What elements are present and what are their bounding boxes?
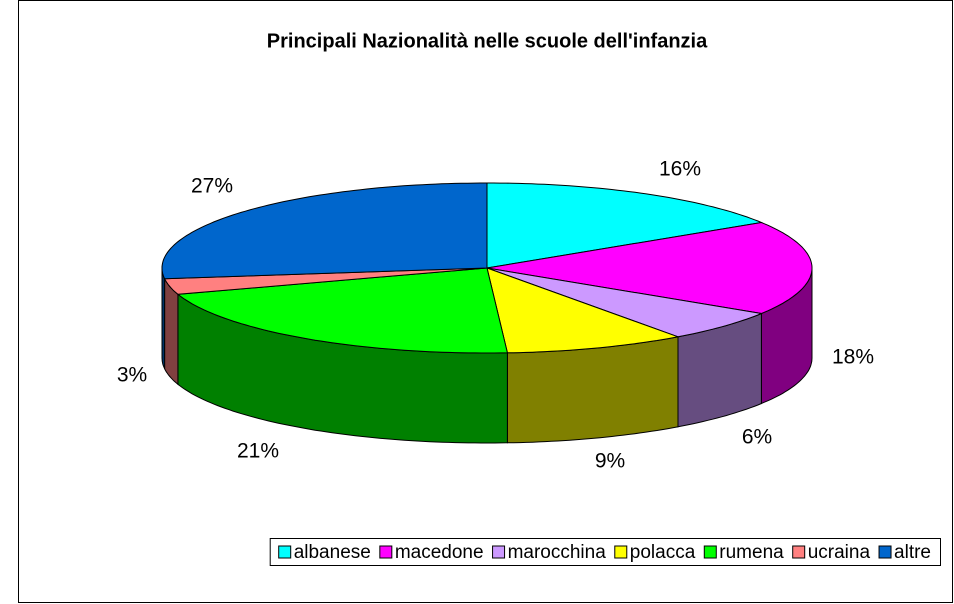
pie-tops xyxy=(161,182,813,354)
data-label: 27% xyxy=(191,175,233,198)
legend-label: albanese xyxy=(294,542,371,563)
legend-label: altre xyxy=(894,542,931,563)
legend-label: polacca xyxy=(630,542,696,563)
legend-swatch xyxy=(278,545,292,559)
pie-sides xyxy=(161,267,813,444)
data-label: 21% xyxy=(237,440,279,463)
data-label: 18% xyxy=(832,346,874,369)
legend-label: marocchina xyxy=(508,542,607,563)
pie-slice xyxy=(161,182,488,280)
legend: albanese macedone marocchina polacca rumena u… xyxy=(269,538,941,566)
legend-swatch xyxy=(379,545,393,559)
pie-side xyxy=(161,267,166,369)
pie-side xyxy=(164,278,179,386)
pie-slice xyxy=(486,267,680,354)
chart-title: Principali Nazionalità nelle scuole dell… xyxy=(267,30,708,52)
pie-slice xyxy=(163,267,488,295)
legend-label: ucraina xyxy=(808,542,871,563)
pie-side xyxy=(506,336,679,444)
legend-swatch xyxy=(492,545,506,559)
data-label: 9% xyxy=(595,450,625,473)
legend-swatch xyxy=(703,545,717,559)
data-label: 16% xyxy=(659,158,701,181)
pie-slice xyxy=(486,267,764,338)
pie-slice xyxy=(486,221,813,315)
legend-swatch xyxy=(614,545,628,559)
pie-slice xyxy=(176,267,509,354)
legend-swatch xyxy=(792,545,806,559)
legend-label: rumena xyxy=(719,542,784,563)
data-label: 6% xyxy=(742,426,772,449)
data-labels: 16% 18% 6% 9% 21% 3% 27% xyxy=(117,158,874,473)
pie-slice xyxy=(486,182,764,269)
legend-label: macedone xyxy=(395,542,484,563)
legend-swatch xyxy=(878,545,892,559)
data-label: 3% xyxy=(117,364,147,387)
